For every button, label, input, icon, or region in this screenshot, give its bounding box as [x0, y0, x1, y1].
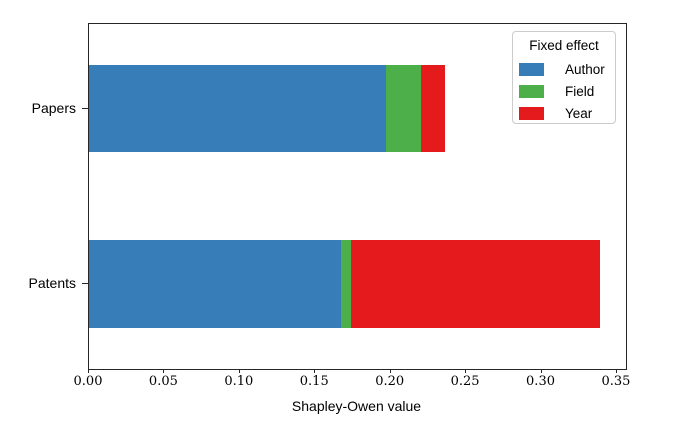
xtick-mark-0.35	[615, 369, 617, 373]
xtick-mark-0.15	[314, 369, 316, 373]
xtick-label-0.25: 0.25	[450, 374, 480, 389]
legend-items: Author Field Year	[513, 58, 615, 124]
bar-patents-year	[351, 240, 601, 328]
legend-label-author: Author	[565, 61, 605, 77]
ytick-label-patents: Patents	[28, 275, 76, 291]
bar-papers-year	[420, 65, 445, 152]
ytick-label-papers: Papers	[31, 99, 76, 116]
ytick-mark-patents	[82, 283, 88, 284]
legend-patch-field	[519, 84, 544, 98]
xtick-label-0.00: 0.00	[73, 374, 103, 389]
ytick-mark-papers	[82, 107, 88, 109]
bar-patents-field	[340, 240, 352, 328]
xtick-label-0.35: 0.35	[601, 374, 631, 389]
xtick-mark-0.00	[88, 369, 89, 373]
xtick-label-0.15: 0.15	[299, 374, 329, 389]
bar-papers-field	[386, 65, 421, 152]
legend: Fixed effect Author Field Year	[512, 31, 616, 124]
xtick-label-0.05: 0.05	[148, 374, 178, 389]
legend-title: Fixed effect	[529, 38, 599, 53]
legend-label-field: Field	[565, 83, 595, 99]
legend-row-year: Year	[513, 102, 615, 124]
xtick-mark-0.30	[540, 369, 542, 373]
xtick-mark-0.20	[389, 369, 391, 373]
xtick-label-0.20: 0.20	[375, 374, 405, 389]
legend-patch-author	[519, 62, 544, 76]
xtick-mark-0.25	[465, 369, 467, 373]
xtick-mark-0.05	[163, 369, 165, 373]
xtick-label-0.10: 0.10	[224, 374, 254, 389]
plot-area: Fixed effect Author Field Year	[88, 23, 627, 370]
xtick-mark-0.10	[238, 369, 240, 373]
bar-patents-author	[89, 240, 341, 328]
x-axis-label: Shapley-Owen value	[291, 398, 422, 414]
bar-papers-author	[89, 65, 387, 152]
legend-row-author: Author	[513, 58, 615, 80]
legend-label-year: Year	[565, 105, 593, 121]
legend-patch-year	[519, 106, 544, 120]
legend-row-field: Field	[513, 80, 615, 102]
xtick-label-0.30: 0.30	[526, 374, 555, 389]
